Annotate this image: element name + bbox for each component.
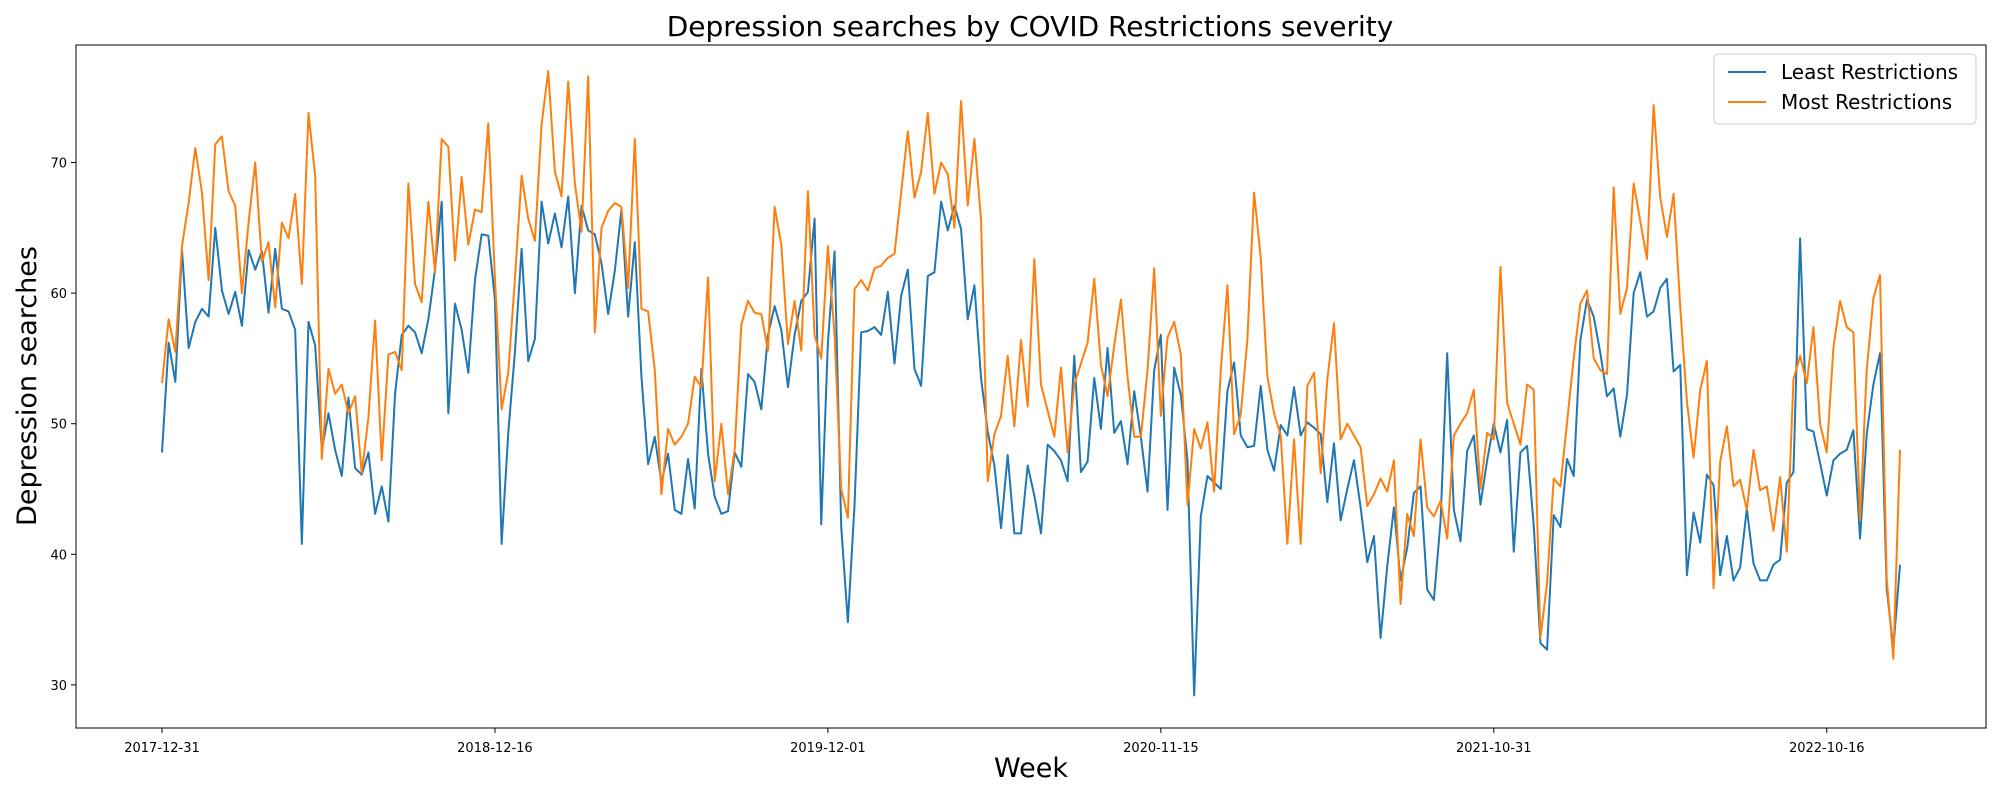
- y-tick-label: 50: [50, 418, 67, 433]
- y-tick-label: 60: [50, 287, 67, 302]
- y-tick-label: 30: [50, 679, 67, 694]
- y-tick-label: 70: [50, 157, 67, 172]
- x-tick-label: 2020-11-15: [1123, 741, 1199, 756]
- y-tick-label: 40: [50, 548, 67, 563]
- x-tick-label: 2021-10-31: [1456, 741, 1532, 756]
- x-axis-ticks: 2017-12-31 2018-12-16 2019-12-01 2020-11-15…: [124, 728, 1865, 756]
- series-line-least-restrictions: [161, 195, 1901, 697]
- legend-box: [1713, 53, 1977, 125]
- legend: Least Restrictions Most Restrictions: [1713, 53, 1977, 125]
- legend-label-least: Least Restrictions: [1781, 60, 1958, 84]
- y-axis-ticks: 30 40 50 60 70: [50, 157, 76, 694]
- x-tick-label: 2019-12-01: [790, 741, 866, 756]
- x-axis-label: Week: [994, 753, 1068, 784]
- x-tick-label: 2018-12-16: [457, 741, 533, 756]
- plot-frame: [75, 44, 1987, 729]
- series-line-most-restrictions: [161, 70, 1901, 660]
- legend-label-most: Most Restrictions: [1781, 90, 1952, 114]
- series-lines: [161, 70, 1901, 697]
- x-tick-label: 2017-12-31: [124, 741, 200, 756]
- chart-title: Depression searches by COVID Restriction…: [667, 10, 1394, 43]
- x-tick-label: 2022-10-16: [1789, 741, 1865, 756]
- y-axis-label: Depression searches: [12, 246, 43, 526]
